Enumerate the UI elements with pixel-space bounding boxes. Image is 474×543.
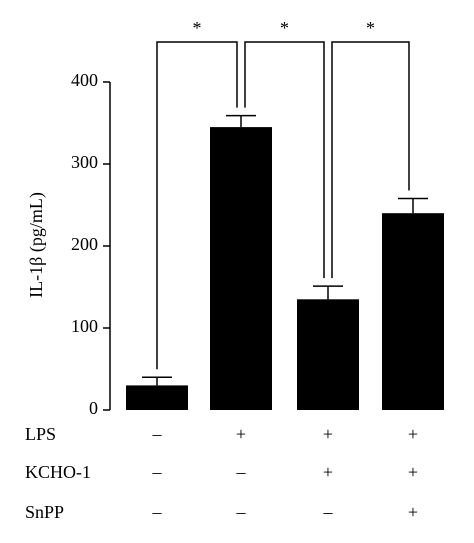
treatment-name: SnPP: [25, 502, 64, 522]
treatment-sign: –: [152, 502, 163, 522]
error-bar: [313, 285, 343, 300]
y-tick-label: 400: [71, 70, 98, 90]
treatment-sign: –: [323, 502, 334, 522]
bar: [210, 127, 272, 410]
significance-bracket: [244, 41, 325, 279]
treatment-sign: +: [236, 424, 246, 444]
y-tick-label: 300: [71, 152, 98, 172]
y-tick-label: 100: [71, 316, 98, 336]
y-tick-label: 0: [89, 398, 98, 418]
treatment-sign: +: [408, 424, 418, 444]
significance-bracket: [331, 41, 410, 279]
treatment-sign: –: [152, 424, 163, 444]
treatment-name: KCHO-1: [25, 462, 91, 482]
treatment-sign: +: [323, 462, 333, 482]
treatment-sign: +: [408, 462, 418, 482]
error-bar: [142, 376, 172, 386]
error-bar: [398, 197, 428, 214]
treatment-sign: +: [408, 502, 418, 522]
y-axis-label: IL-1β (pg/mL): [26, 192, 47, 298]
treatment-sign: –: [236, 502, 247, 522]
significance-label: *: [193, 18, 202, 38]
treatment-sign: +: [323, 424, 333, 444]
significance-label: *: [366, 18, 375, 38]
significance-label: *: [280, 18, 289, 38]
significance-bracket: [156, 41, 238, 370]
error-bar: [226, 114, 256, 128]
bar: [382, 213, 444, 410]
bar: [126, 385, 188, 410]
bar: [297, 299, 359, 410]
treatment-name: LPS: [25, 424, 56, 444]
treatment-sign: –: [152, 462, 163, 482]
treatment-sign: –: [236, 462, 247, 482]
y-tick-label: 200: [71, 234, 98, 254]
